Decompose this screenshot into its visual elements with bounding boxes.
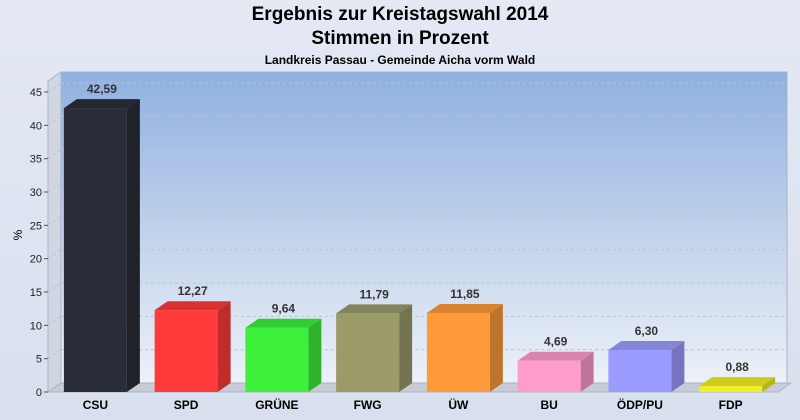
x-tick-label-csu: CSU: [83, 398, 108, 412]
y-tick-label: 10: [30, 320, 42, 332]
bar-side-fdp: [762, 377, 776, 392]
chart-title: Ergebnis zur Kreistagswahl 2014: [251, 4, 549, 25]
value-label-bu: 4,69: [544, 335, 568, 349]
gridline-side: [47, 115, 62, 126]
bar-side-spd: [217, 301, 231, 392]
gridline-side: [47, 149, 62, 160]
bar-fwg: [336, 313, 400, 392]
gridline-side: [47, 282, 62, 293]
bar-top-gr-ne: [245, 318, 322, 328]
y-tick-label: 5: [36, 354, 42, 366]
value-label-csu: 42,59: [87, 82, 117, 96]
gridline-side: [47, 82, 62, 93]
value-label-fwg: 11,79: [359, 287, 389, 301]
bar-side-bu: [580, 351, 594, 392]
y-tick-label: 45: [30, 87, 42, 99]
x-tick-label-bu: BU: [540, 398, 557, 412]
value-label-gr-ne: 9,64: [272, 302, 296, 316]
bar-top--w: [426, 304, 503, 313]
bar-top--dp-pu: [608, 341, 685, 350]
y-tick-label: 15: [30, 287, 42, 299]
y-axis-label: %: [11, 229, 25, 240]
chart-subtitle: Landkreis Passau - Gemeinde Aicha vorm W…: [264, 53, 536, 67]
x-tick-label-fdp: FDP: [719, 398, 743, 412]
bar-csu: [63, 108, 127, 393]
y-tick-label: 25: [30, 220, 42, 232]
value-label--w: 11,85: [450, 287, 480, 301]
y-tick-label: 30: [30, 187, 42, 199]
y-tick-label: 40: [30, 120, 42, 132]
x-tick-label-fwg: FWG: [354, 398, 382, 412]
gridline-side: [47, 315, 62, 326]
bar-top-spd: [154, 301, 231, 311]
bar-side--w: [489, 304, 503, 392]
x-tick-label--w: ÜW: [448, 397, 469, 412]
bar--w: [426, 313, 490, 392]
value-label-fdp: 0,88: [725, 360, 749, 374]
x-tick-label-gr-ne: GRÜNE: [255, 397, 298, 412]
bar-side-fwg: [399, 304, 413, 392]
y-tick-label: 0: [36, 387, 42, 399]
chart-title-2: Stimmen in Prozent: [311, 28, 489, 49]
bar-bu: [517, 360, 581, 392]
gridline-side: [47, 182, 62, 193]
bar-top-csu: [63, 99, 140, 109]
y-tick-label: 20: [30, 254, 42, 266]
gridline-side: [47, 349, 62, 360]
bar-spd: [154, 310, 218, 392]
x-tick-label--dp-pu: ÖDP/PU: [617, 397, 663, 412]
gridline-side: [47, 249, 62, 260]
bar-top-fwg: [336, 304, 413, 314]
gridline-side: [47, 215, 62, 226]
x-tick-label-spd: SPD: [174, 398, 199, 412]
plot-side-wall: [47, 71, 62, 393]
value-label-spd: 12,27: [178, 284, 208, 298]
bar-top-fdp: [699, 377, 776, 387]
bar-top-bu: [517, 351, 594, 361]
bar-fdp: [699, 386, 763, 392]
value-label--dp-pu: 6,30: [635, 324, 659, 338]
bar-side-csu: [126, 99, 140, 393]
bar--dp-pu: [608, 350, 672, 392]
y-tick-label: 35: [30, 154, 42, 166]
bar-gr-ne: [245, 327, 309, 392]
bar-side-gr-ne: [308, 318, 322, 392]
bar-side--dp-pu: [671, 341, 685, 392]
